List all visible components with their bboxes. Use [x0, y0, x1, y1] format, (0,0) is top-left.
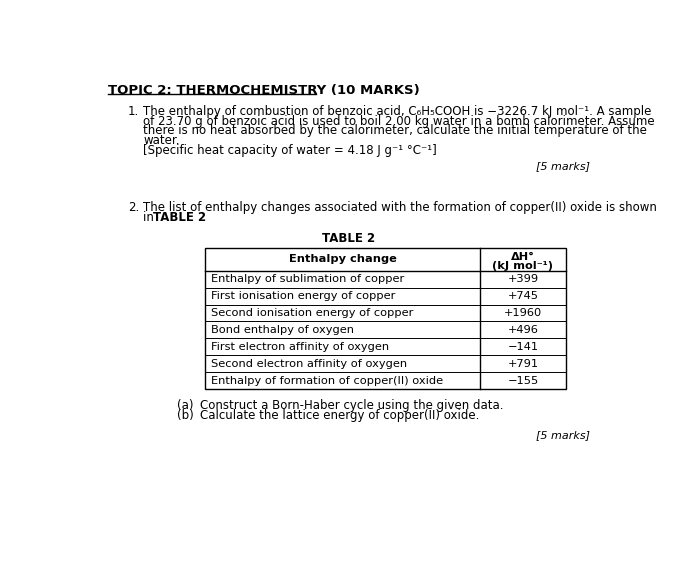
- Text: The list of enthalpy changes associated with the formation of copper(II) oxide i: The list of enthalpy changes associated …: [143, 201, 657, 214]
- Text: ΔH°: ΔH°: [511, 252, 535, 262]
- Text: +399: +399: [507, 274, 539, 284]
- Text: Bond enthalpy of oxygen: Bond enthalpy of oxygen: [210, 325, 353, 335]
- Text: +1960: +1960: [504, 308, 542, 318]
- Text: Calculate the lattice energy of copper(II) oxide.: Calculate the lattice energy of copper(I…: [200, 409, 479, 422]
- Text: The enthalpy of combustion of benzoic acid, C₆H₅COOH is −3226.7 kJ mol⁻¹. A samp: The enthalpy of combustion of benzoic ac…: [143, 105, 652, 118]
- Text: −155: −155: [507, 376, 539, 386]
- Text: TABLE 2: TABLE 2: [153, 211, 206, 224]
- Text: [5 marks]: [5 marks]: [536, 430, 590, 440]
- Text: [Specific heat capacity of water = 4.18 J g⁻¹ °C⁻¹]: [Specific heat capacity of water = 4.18 …: [143, 144, 437, 157]
- Text: .: .: [187, 211, 191, 224]
- Text: in: in: [143, 211, 158, 224]
- Text: +496: +496: [507, 325, 539, 335]
- Text: of 23.70 g of benzoic acid is used to boil 2.00 kg water in a bomb calorimeter. : of 23.70 g of benzoic acid is used to bo…: [143, 114, 655, 128]
- Text: +791: +791: [507, 359, 539, 369]
- Text: water.: water.: [143, 134, 180, 147]
- Text: (b): (b): [176, 409, 193, 422]
- Text: 1.: 1.: [128, 105, 139, 118]
- Text: TOPIC 2: THERMOCHEMISTRY (10 MARKS): TOPIC 2: THERMOCHEMISTRY (10 MARKS): [108, 85, 420, 97]
- Text: Construct a Born-Haber cycle using the given data.: Construct a Born-Haber cycle using the g…: [200, 399, 503, 412]
- Text: (kJ mol⁻¹): (kJ mol⁻¹): [492, 261, 554, 271]
- Text: Enthalpy of formation of copper(II) oxide: Enthalpy of formation of copper(II) oxid…: [210, 376, 443, 386]
- Text: First ionisation energy of copper: First ionisation energy of copper: [210, 291, 395, 301]
- Text: Enthalpy of sublimation of copper: Enthalpy of sublimation of copper: [210, 274, 404, 284]
- Text: 2.: 2.: [128, 201, 139, 214]
- Text: [5 marks]: [5 marks]: [536, 161, 590, 171]
- Text: Second electron affinity of oxygen: Second electron affinity of oxygen: [210, 359, 407, 369]
- Text: TABLE 2: TABLE 2: [322, 232, 375, 245]
- Text: (a): (a): [176, 399, 193, 412]
- Text: −141: −141: [507, 342, 539, 352]
- Text: +745: +745: [507, 291, 539, 301]
- Text: First electron affinity of oxygen: First electron affinity of oxygen: [210, 342, 389, 352]
- Text: Enthalpy change: Enthalpy change: [289, 254, 397, 264]
- Bar: [205, 248, 566, 389]
- Text: there is no heat absorbed by the calorimeter, calculate the initial temperature : there is no heat absorbed by the calorim…: [143, 124, 647, 137]
- Text: Second ionisation energy of copper: Second ionisation energy of copper: [210, 308, 413, 318]
